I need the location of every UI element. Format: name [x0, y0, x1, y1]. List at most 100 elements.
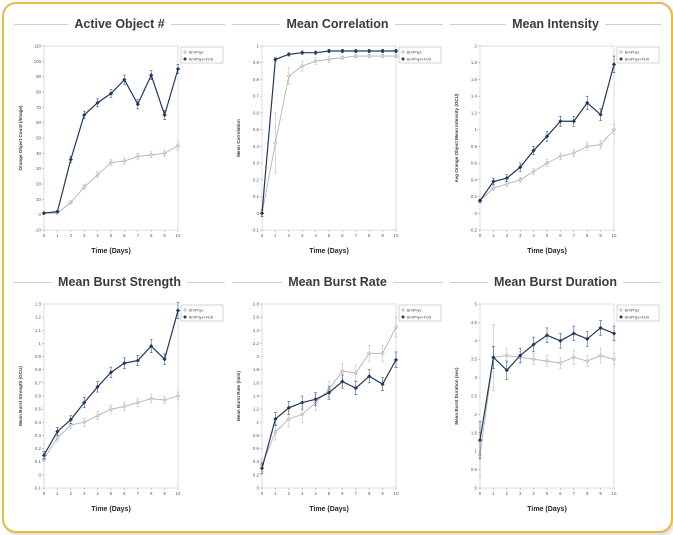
svg-text:10: 10 [612, 491, 617, 496]
data-point-marker [162, 151, 167, 156]
chart-title-row: Mean Burst Strength [14, 272, 225, 292]
svg-text:4: 4 [96, 491, 99, 496]
svg-text:1.8: 1.8 [253, 367, 260, 372]
legend-marker [401, 308, 405, 312]
svg-text:-0.1: -0.1 [33, 486, 41, 491]
svg-text:0.6: 0.6 [471, 161, 478, 166]
svg-text:0.7: 0.7 [35, 380, 42, 385]
svg-text:0.7: 0.7 [253, 94, 260, 99]
data-point-marker [300, 412, 305, 417]
y-axis-title: Mean Burst Rate (/min) [236, 371, 241, 421]
chart-canvas: -0.200.20.40.60.811.21.41.61.820 1 2 3 4 5 6 7 8… [454, 44, 660, 255]
data-point-marker [149, 343, 154, 349]
data-point-marker [162, 112, 167, 118]
x-axis-title: Time (Days) [91, 506, 131, 513]
svg-text:20: 20 [36, 182, 41, 187]
svg-text:0.4: 0.4 [253, 459, 260, 464]
svg-text:3: 3 [301, 233, 304, 238]
title-rule-left [14, 281, 53, 283]
svg-text:9: 9 [381, 233, 384, 238]
data-point-marker [491, 179, 496, 184]
data-point-marker [273, 429, 278, 435]
x-axis: 0 1 2 3 4 5 6 7 8 9 10 [479, 230, 617, 238]
svg-text:0: 0 [475, 486, 478, 491]
data-point-marker [544, 358, 550, 364]
data-point-marker [95, 413, 100, 418]
data-point-marker [611, 331, 617, 336]
data-point-marker [149, 152, 154, 158]
legend-label: BrnPhys [189, 51, 203, 55]
svg-text:100: 100 [34, 59, 42, 64]
svg-text:1: 1 [492, 491, 495, 496]
data-point-marker [108, 370, 114, 375]
chart-plot-mean-correlation: -0.1 0 0.1 0.2 0.3 0.4 0.5 0.6 0.7 0.8 0.9 1 0 1 2 3 4 5 6… [232, 34, 443, 262]
data-point-marker [571, 331, 576, 336]
svg-text:0.9: 0.9 [35, 354, 42, 359]
chart-title: Mean Burst Rate [288, 275, 387, 289]
data-point-marker [162, 397, 167, 403]
svg-text:7: 7 [137, 491, 140, 496]
title-rule-right [170, 23, 226, 25]
title-rule-right [394, 23, 444, 25]
svg-text:5: 5 [110, 233, 113, 238]
svg-text:1.6: 1.6 [471, 77, 478, 82]
data-point-marker [611, 357, 617, 362]
x-axis-title: Time (Days) [91, 248, 131, 255]
svg-text:6: 6 [559, 233, 562, 238]
data-point-marker [393, 48, 399, 54]
svg-text:2: 2 [288, 233, 291, 238]
data-point-marker [353, 385, 358, 391]
data-point-marker [531, 169, 536, 174]
data-point-marker [259, 211, 265, 216]
data-point-marker [353, 370, 358, 376]
chart-card-mean-intensity: Mean Intensity -0.2 0 0.2 0.4 0.6 0.8 1 1.2 1.4 1… [450, 12, 662, 262]
data-point-marker [82, 420, 87, 425]
chart-title-row: Mean Correlation [232, 14, 444, 34]
data-point-marker [558, 338, 563, 343]
data-point-marker [149, 72, 154, 78]
data-point-marker [611, 62, 617, 67]
legend-label: BrnPhys [625, 51, 639, 55]
svg-text:7: 7 [137, 233, 140, 238]
svg-text:7: 7 [355, 491, 358, 496]
data-point-marker [367, 374, 372, 379]
data-point-marker [518, 165, 523, 170]
data-point-marker [95, 384, 100, 389]
data-point-marker [380, 53, 385, 59]
legend-marker [619, 315, 623, 319]
svg-text:0.3: 0.3 [35, 433, 42, 438]
svg-text:0.9: 0.9 [253, 60, 260, 65]
data-point-marker [558, 119, 563, 124]
data-point-marker [122, 158, 127, 164]
data-point-marker [504, 181, 509, 187]
legend: BrnPhys BrnPhys+FUS [616, 304, 660, 322]
svg-text:0.8: 0.8 [253, 77, 260, 82]
data-point-marker [340, 368, 345, 374]
svg-text:6: 6 [559, 491, 562, 496]
plot-area [261, 45, 397, 231]
svg-text:3: 3 [83, 491, 86, 496]
chart-card-mean-burst-rate: Mean Burst Rate 0 0.2 0.4 0.6 0.8 1 1.2 1.4 1.6 1… [232, 270, 444, 520]
data-point-marker [367, 48, 372, 54]
svg-text:-0.2: -0.2 [469, 228, 477, 233]
x-axis: 0 1 2 3 4 5 6 7 8 9 10 [43, 230, 181, 238]
chart-title: Mean Burst Strength [58, 275, 181, 289]
svg-text:3: 3 [301, 491, 304, 496]
svg-text:0.4: 0.4 [35, 420, 42, 425]
data-point-marker [95, 172, 100, 177]
svg-text:4: 4 [96, 233, 99, 238]
data-point-marker [544, 134, 550, 139]
y-axis-title: Avg Orange Object Mean Intensity (OCU) [454, 93, 459, 183]
legend-marker [401, 315, 405, 319]
data-point-marker [340, 379, 345, 384]
series-dark [259, 48, 399, 217]
legend-label: BrnPhys+FUS [625, 316, 650, 320]
svg-text:0.2: 0.2 [253, 472, 260, 477]
data-point-marker [135, 102, 140, 107]
x-axis: 0 1 2 3 4 5 6 7 8 9 10 [261, 488, 399, 496]
svg-text:2.8: 2.8 [253, 302, 260, 307]
plot-area [43, 45, 179, 231]
svg-text:9: 9 [599, 233, 602, 238]
svg-text:2: 2 [506, 491, 509, 496]
